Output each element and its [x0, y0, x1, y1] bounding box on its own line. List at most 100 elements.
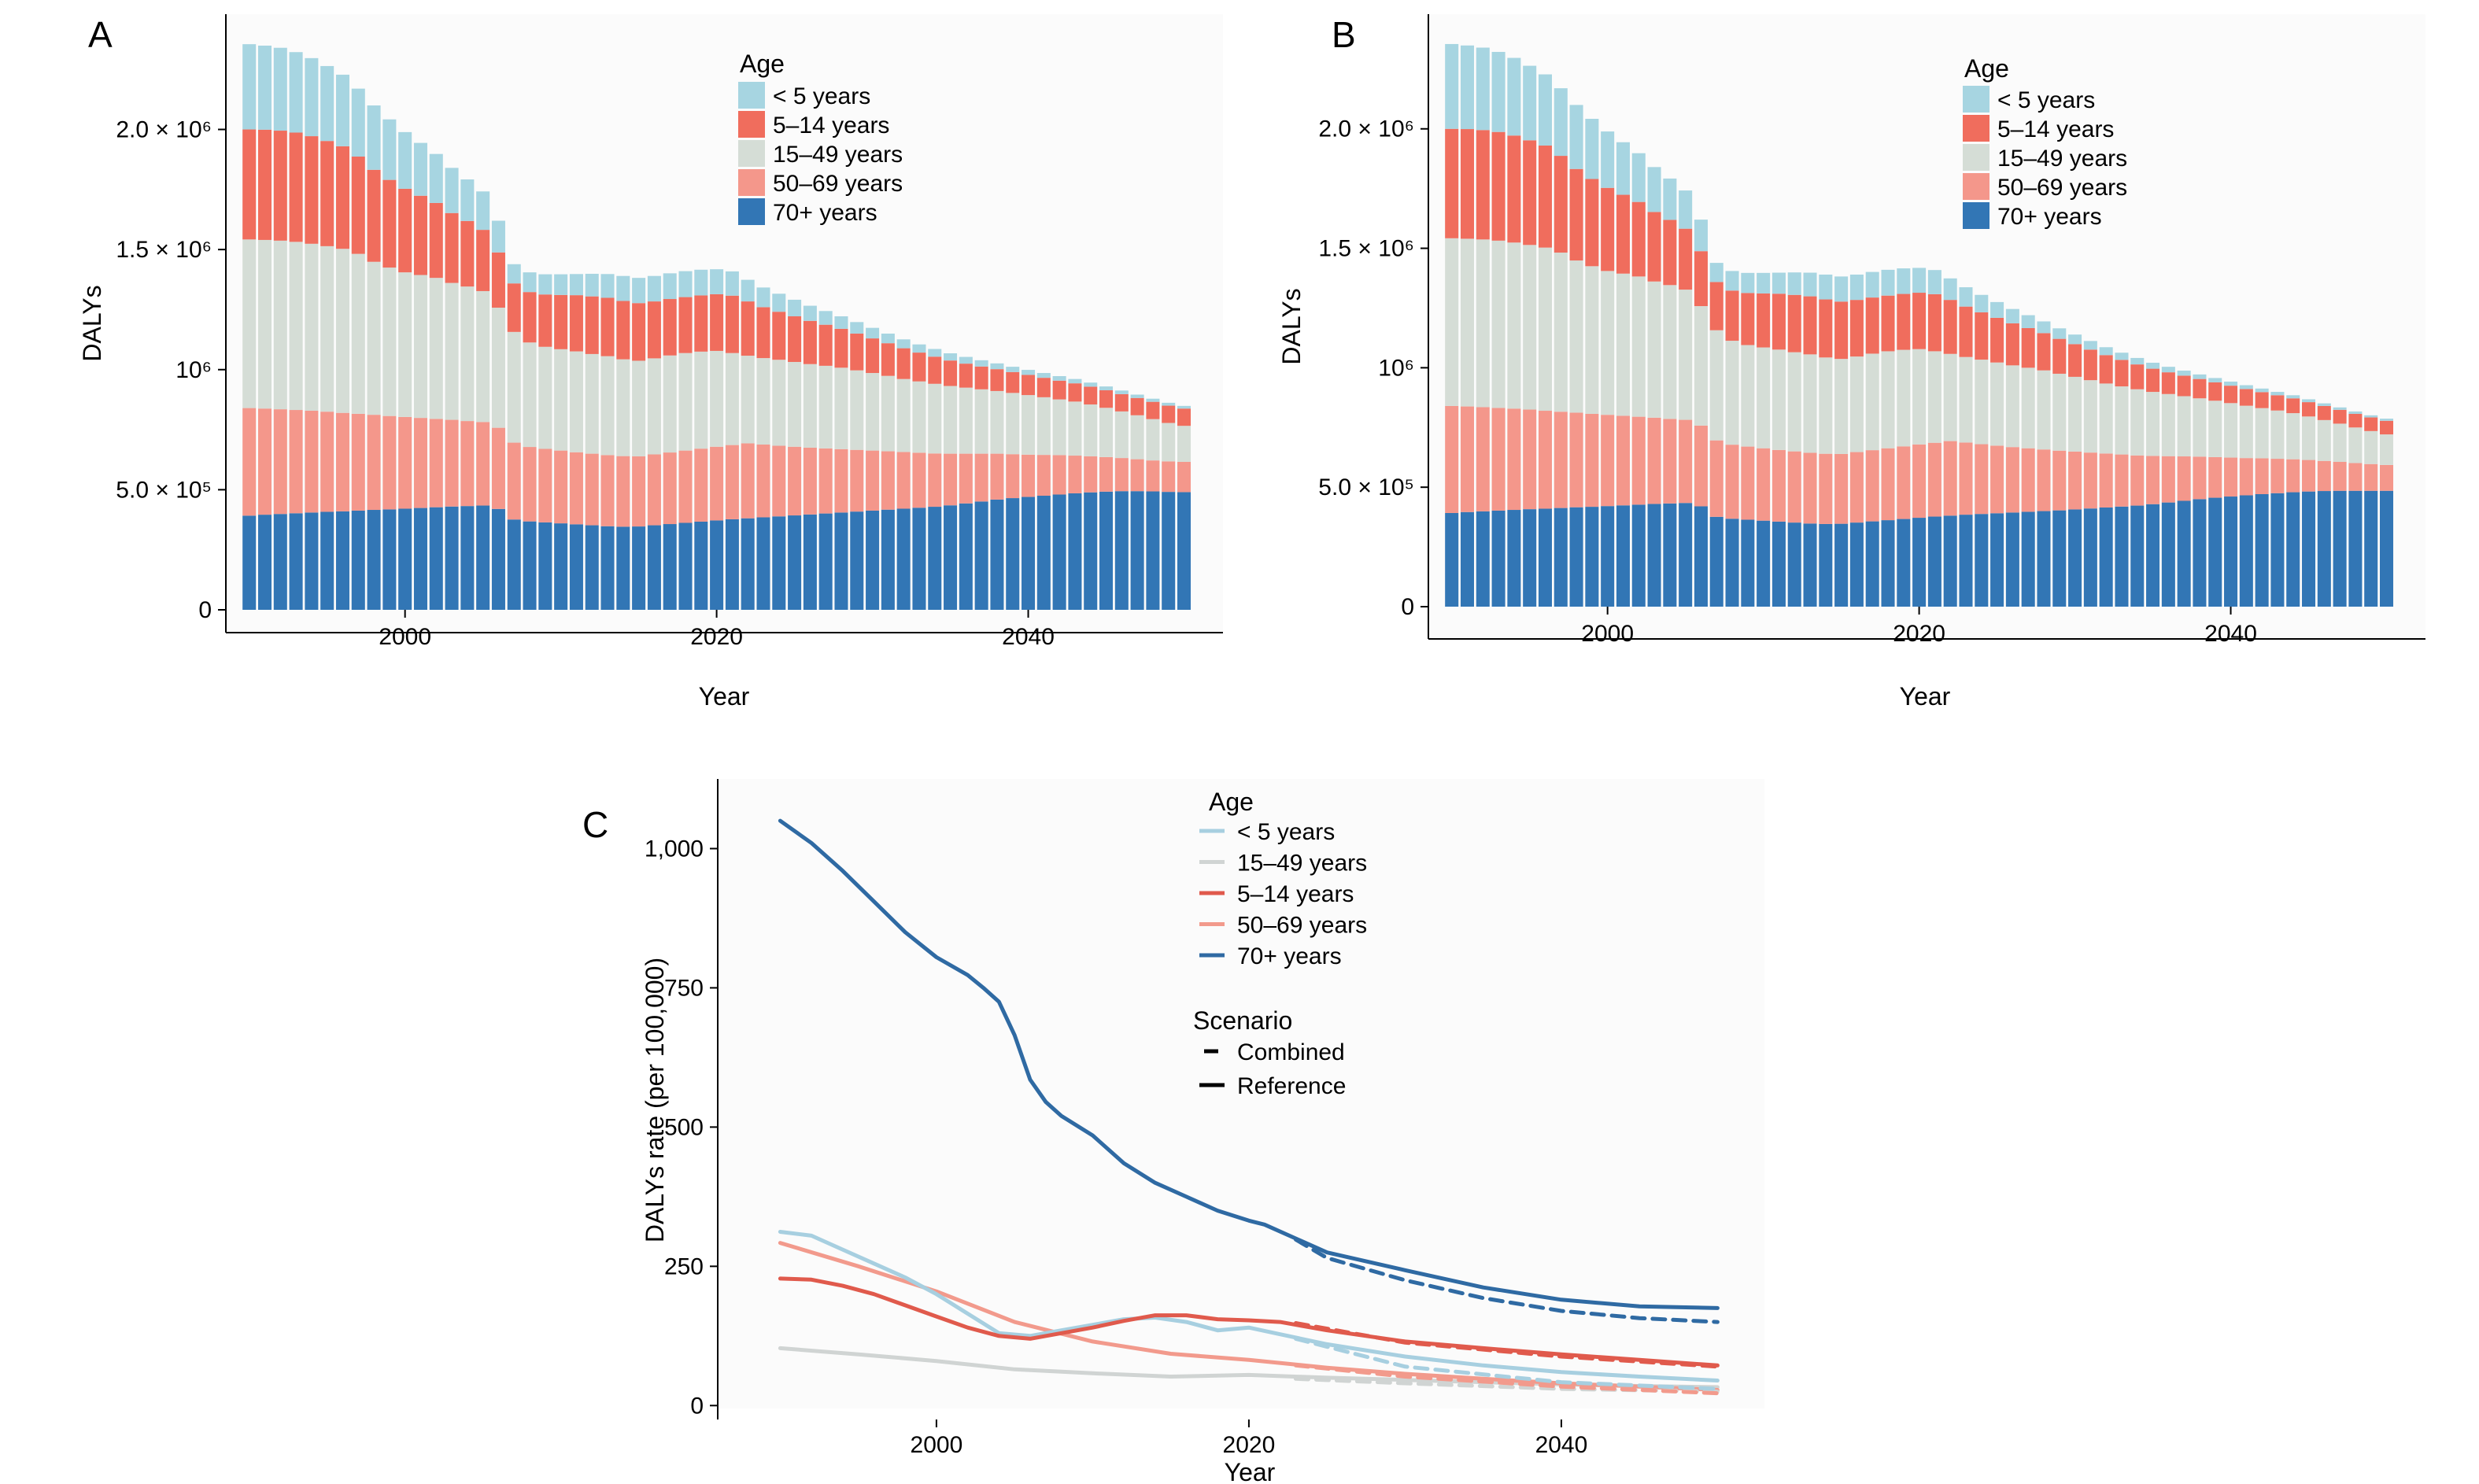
panel-a-bar-2017 [663, 452, 677, 525]
panel-b-bar-2022 [1943, 300, 1957, 354]
panel-b-bar-2024 [1975, 294, 1989, 312]
panel-b-bar-1998 [1569, 412, 1583, 508]
y-tick-label: 0 [1401, 594, 1414, 620]
panel-a-bar-2024 [772, 445, 786, 517]
panel-b-bar-2017 [1865, 450, 1879, 522]
panel-b: 0 5.0 × 10⁵ 10⁶ 1.5 × 10⁶ 2.0 × 10⁶ 2000 2020… [1277, 14, 2425, 711]
panel-a-bar-2034 [928, 349, 942, 357]
panel-a-bar-2034 [928, 453, 942, 508]
panel-a-bar-2037 [974, 501, 988, 610]
panel-a-bar-2027 [818, 448, 833, 514]
panel-b-bar-2012 [1787, 272, 1801, 295]
panel-b-bar-2010 [1757, 347, 1771, 449]
panel-b-bar-2009 [1741, 446, 1755, 520]
panel-a-bar-1998 [367, 105, 381, 170]
panel-a-bar-2018 [678, 522, 693, 610]
panel-b-bar-1992 [1476, 511, 1490, 607]
panel-b-bar-2031 [2083, 452, 2097, 509]
panel-a-bar-2013 [600, 455, 615, 526]
panel-c-scenario-legend: Scenario Combined Reference [1193, 1006, 1346, 1099]
panel-b-bar-2020 [1912, 444, 1927, 519]
panel-b-bar-2024 [1975, 360, 1989, 445]
panel-a-bar-2037 [974, 453, 988, 502]
panel-b-bar-2021 [1927, 270, 1941, 294]
panel-b-bar-2042 [2255, 392, 2269, 408]
panel-b-bar-2038 [2193, 499, 2207, 607]
panel-a-bar-2001 [413, 142, 427, 196]
panel-a-bar-2032 [896, 378, 911, 452]
panel-b-bar-1998 [1569, 507, 1583, 607]
panel-b-bar-2013 [1803, 452, 1817, 524]
panel-b-bar-2018 [1881, 351, 1895, 449]
panel-b-bar-1999 [1585, 179, 1599, 267]
panel-a-bar-2018 [678, 353, 693, 451]
panel-a-bar-1995 [320, 141, 334, 246]
panel-a-bar-2010 [554, 349, 568, 451]
panel-b-bar-2046 [2317, 403, 2331, 406]
panel-a-bar-2002 [429, 278, 443, 419]
panel-b-bar-2048 [2348, 463, 2363, 491]
panel-b-bar-1990 [1445, 512, 1459, 607]
panel-a-bar-1993 [289, 410, 303, 514]
panel-a-bar-2042 [1052, 494, 1066, 610]
panel-a-bar-1996 [335, 74, 349, 146]
y-tick-label: 5.0 × 10⁵ [116, 477, 212, 503]
panel-b-bar-1991 [1460, 129, 1475, 239]
panel-b-bar-2026 [2005, 308, 2019, 323]
panel-a-bar-2012 [585, 273, 599, 297]
panel-b-bar-1997 [1554, 412, 1568, 508]
panel-a-bar-2013 [600, 274, 615, 298]
panel-b-bar-2010 [1757, 293, 1771, 348]
panel-a-bar-2006 [491, 427, 505, 509]
panel-b-bar-2037 [2177, 375, 2191, 397]
x-tick-label: 2020 [1893, 621, 1945, 647]
legend-label: 15–49 years [773, 142, 903, 168]
line-70-years-reference [778, 818, 1720, 1310]
panel-a-bar-2010 [554, 294, 568, 349]
panel-a-bar-2030 [866, 450, 880, 511]
legend-label: 5–14 years [773, 113, 889, 138]
panel-b-x-axis-title: Year [1900, 682, 1951, 711]
panel-b-bar-2000 [1601, 271, 1615, 415]
panel-b-bar-1996 [1538, 74, 1552, 146]
panel-a-legend: Age < 5 years 5–14 years 15–49 years 50–69 … [738, 50, 903, 226]
panel-a-bar-2036 [959, 356, 973, 364]
panel-b-bar-2022 [1943, 278, 1957, 301]
panel-b-bar-2010 [1757, 272, 1771, 293]
panel-a-bar-1990 [242, 239, 257, 408]
panel-a-bar-2001 [413, 508, 427, 610]
panel-a-bar-1996 [335, 249, 349, 413]
panel-a-bar-2047 [1130, 491, 1144, 610]
panel-a-bar-2048 [1146, 491, 1160, 610]
panel-b-bar-2012 [1787, 352, 1801, 452]
panel-a-bar-2029 [850, 333, 864, 371]
panel-a-bar-2011 [569, 274, 583, 296]
panel-b-bar-2032 [2099, 453, 2113, 508]
panel-a-bar-2026 [803, 364, 817, 448]
panel-b-bar-1995 [1523, 509, 1537, 607]
panel-a-bar-2028 [834, 328, 848, 368]
panel-a-bar-2021 [725, 519, 739, 610]
panel-a-bar-2040 [1022, 370, 1036, 375]
panel-b-bar-2027 [2021, 327, 2035, 368]
panel-a-bar-2028 [834, 512, 848, 610]
panel-a-bar-2026 [803, 305, 817, 321]
panel-a-bar-2037 [974, 389, 988, 454]
panel-b-bar-2014 [1819, 299, 1833, 358]
panel-a-bar-2050 [1177, 461, 1191, 493]
panel-a-bar-1991 [257, 239, 272, 409]
panel-a-bar-2003 [445, 212, 459, 283]
panel-a-bar-1996 [335, 146, 349, 249]
panel-b-bar-2036 [2161, 456, 2175, 503]
panel-b-y-ticks: 0 5.0 × 10⁵ 10⁶ 1.5 × 10⁶ 2.0 × 10⁶ [1318, 116, 1428, 620]
panel-b-bar-1990 [1445, 43, 1459, 129]
panel-b-bar-2011 [1772, 449, 1786, 522]
y-tick-label: 10⁶ [1378, 355, 1414, 381]
panel-b-bar-2017 [1865, 353, 1879, 451]
panel-a-bar-2048 [1146, 398, 1160, 402]
panel-a-bar-2017 [663, 355, 677, 453]
panel-a-bar-2005 [476, 422, 490, 506]
panel-a-bar-1998 [367, 169, 381, 262]
panel-a-bar-1995 [320, 511, 334, 610]
panel-a-bar-2033 [912, 344, 926, 353]
